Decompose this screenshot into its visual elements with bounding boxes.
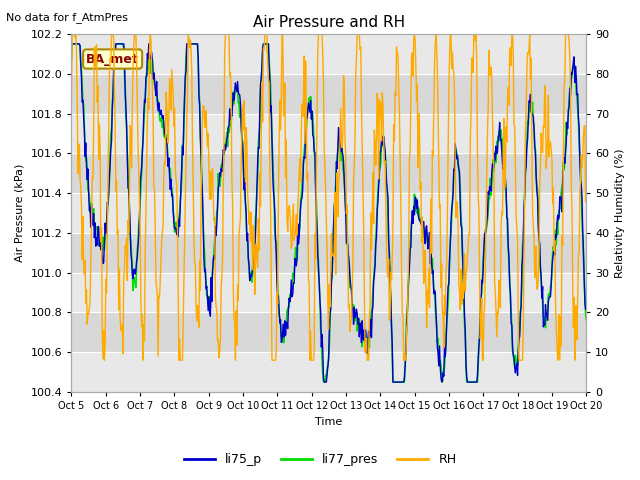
Bar: [72, 34, 586, 74]
Y-axis label: Air Pressure (kPa): Air Pressure (kPa): [15, 164, 25, 262]
Title: Air Pressure and RH: Air Pressure and RH: [253, 15, 405, 30]
Bar: [72, 153, 586, 193]
Bar: [72, 113, 586, 153]
X-axis label: Time: Time: [316, 417, 342, 427]
Bar: [72, 233, 586, 273]
Bar: [72, 273, 586, 312]
Legend: li75_p, li77_pres, RH: li75_p, li77_pres, RH: [179, 448, 461, 471]
Bar: [72, 193, 586, 233]
Text: BA_met: BA_met: [86, 52, 139, 65]
Bar: [72, 74, 586, 113]
Y-axis label: Relativity Humidity (%): Relativity Humidity (%): [615, 148, 625, 278]
Bar: [72, 352, 586, 392]
Bar: [72, 312, 586, 352]
Text: No data for f_AtmPres: No data for f_AtmPres: [6, 12, 129, 23]
